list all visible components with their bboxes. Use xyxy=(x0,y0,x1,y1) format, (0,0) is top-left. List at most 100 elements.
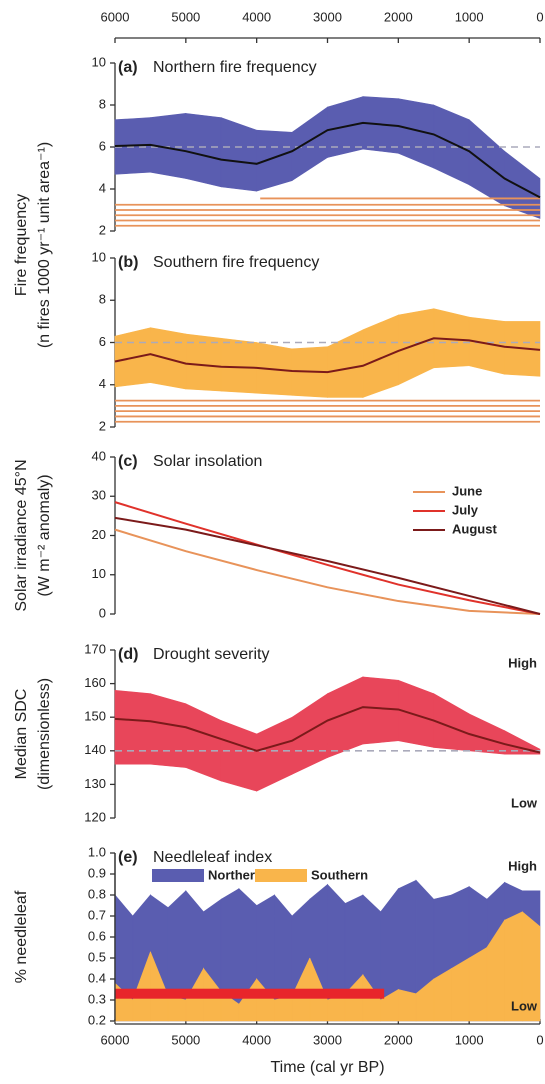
panel-title: Drought severity xyxy=(153,646,270,663)
panel-label: (e) xyxy=(118,849,138,866)
y-tick-label: 8 xyxy=(99,292,106,307)
x-tick-label: 4000 xyxy=(242,9,271,24)
y-axis-label: (n fires 1000 yr⁻¹ unit area⁻¹) xyxy=(36,142,53,348)
panel-label: (b) xyxy=(118,254,138,271)
annotation: High xyxy=(508,655,537,670)
y-axis-label: % needleleaf xyxy=(13,890,30,983)
y-tick-label: 0.8 xyxy=(88,886,106,901)
x-tick-label: 3000 xyxy=(313,1032,342,1047)
legend-label: Southern xyxy=(311,867,368,882)
y-tick-label: 10 xyxy=(92,566,106,581)
band xyxy=(362,676,399,745)
y-axis-label: (W m⁻² anomaly) xyxy=(36,474,53,596)
y-tick-label: 0.2 xyxy=(88,1012,106,1027)
y-tick-label: 0.6 xyxy=(88,928,106,943)
y-tick-label: 0 xyxy=(99,605,106,620)
panel: 2 4 6 8 10 6000 5000 4000 3000 2000 1000 0 Fire freq… xyxy=(13,9,543,348)
panel-title: Needleleaf index xyxy=(153,849,272,866)
panel-label: (a) xyxy=(118,59,138,76)
y-tick-label: 8 xyxy=(99,96,106,111)
panel-title: Northern fire frequency xyxy=(153,59,317,76)
panel-title: Southern fire frequency xyxy=(153,254,319,271)
y-axis-label: (dimensionless) xyxy=(36,678,53,790)
legend-label: Northern xyxy=(208,867,263,882)
band xyxy=(220,337,257,394)
x-tick-label: 0 xyxy=(536,1032,543,1047)
mean-line xyxy=(114,706,541,754)
x-tick-label: 6000 xyxy=(101,9,130,24)
band xyxy=(327,329,364,398)
y-tick-label: 0.5 xyxy=(88,949,106,964)
y-tick-label: 0.7 xyxy=(88,907,106,922)
area xyxy=(468,946,488,1022)
band xyxy=(433,104,470,186)
y-axis-label: Median SDC xyxy=(13,689,30,780)
x-tick-label: 5000 xyxy=(171,1032,200,1047)
line xyxy=(114,528,541,615)
y-tick-label: 0.3 xyxy=(88,991,106,1006)
legend-swatch xyxy=(255,869,307,882)
band xyxy=(327,676,364,758)
band xyxy=(362,314,399,398)
y-tick-label: 2 xyxy=(99,418,106,433)
mean-line xyxy=(114,121,541,199)
band xyxy=(150,693,187,768)
y-tick-label: 6 xyxy=(99,138,106,153)
y-tick-label: 120 xyxy=(84,809,106,824)
legend-label: June xyxy=(452,483,482,498)
y-axis-label: Solar irradiance 45°N xyxy=(13,459,30,611)
area xyxy=(521,911,541,1022)
band xyxy=(291,106,328,182)
y-tick-label: 40 xyxy=(92,448,106,463)
band xyxy=(114,689,151,765)
y-tick-label: 130 xyxy=(84,776,106,791)
band xyxy=(398,679,435,748)
band xyxy=(220,117,257,192)
x-tick-label: 6000 xyxy=(101,1032,130,1047)
band xyxy=(220,720,257,792)
band xyxy=(256,716,293,792)
y-tick-label: 0.9 xyxy=(88,865,106,880)
x-tick-label: 4000 xyxy=(242,1032,271,1047)
y-tick-label: 10 xyxy=(92,54,106,69)
y-tick-label: 4 xyxy=(99,376,106,391)
band xyxy=(468,119,505,207)
band xyxy=(504,150,541,219)
x-axis-label: Time (cal yr BP) xyxy=(270,1059,384,1076)
panel: 0.2 0.3 0.4 0.5 0.6 0.7 0.8 0.9 1.0 6000 5000 4000 3… xyxy=(13,844,543,1076)
y-tick-label: 2 xyxy=(99,222,106,237)
y-tick-label: 140 xyxy=(84,742,106,757)
y-tick-label: 6 xyxy=(99,334,106,349)
mean-line xyxy=(114,337,541,374)
x-tick-label: 0 xyxy=(536,9,543,24)
panel-title: Solar insolation xyxy=(153,453,262,470)
band xyxy=(468,713,505,755)
panel-label: (c) xyxy=(118,453,138,470)
annotation: High xyxy=(508,858,537,873)
band xyxy=(504,730,541,755)
y-tick-label: 20 xyxy=(92,527,106,542)
annotation: Low xyxy=(511,998,538,1013)
y-tick-label: 30 xyxy=(92,488,106,503)
x-tick-label: 1000 xyxy=(455,1032,484,1047)
panel: 120 130 140 150 160 170 Median SDC (dimensionle… xyxy=(13,641,541,824)
y-axis-label: Fire frequency xyxy=(13,194,30,296)
y-tick-label: 0.4 xyxy=(88,970,106,985)
y-tick-label: 150 xyxy=(84,709,106,724)
band xyxy=(256,129,293,192)
y-tick-label: 4 xyxy=(99,180,106,195)
x-tick-label: 2000 xyxy=(384,9,413,24)
y-tick-label: 160 xyxy=(84,675,106,690)
line xyxy=(114,516,541,615)
y-tick-label: 10 xyxy=(92,249,106,264)
area xyxy=(274,995,293,1022)
legend-label: July xyxy=(452,502,479,517)
legend-label: August xyxy=(452,521,497,536)
panel-label: (d) xyxy=(118,646,138,663)
x-tick-label: 5000 xyxy=(171,9,200,24)
panel: 0 10 20 30 40 Solar irradiance 45°N (W m⁻² ano… xyxy=(13,448,541,620)
band xyxy=(185,703,222,782)
line xyxy=(114,501,541,615)
